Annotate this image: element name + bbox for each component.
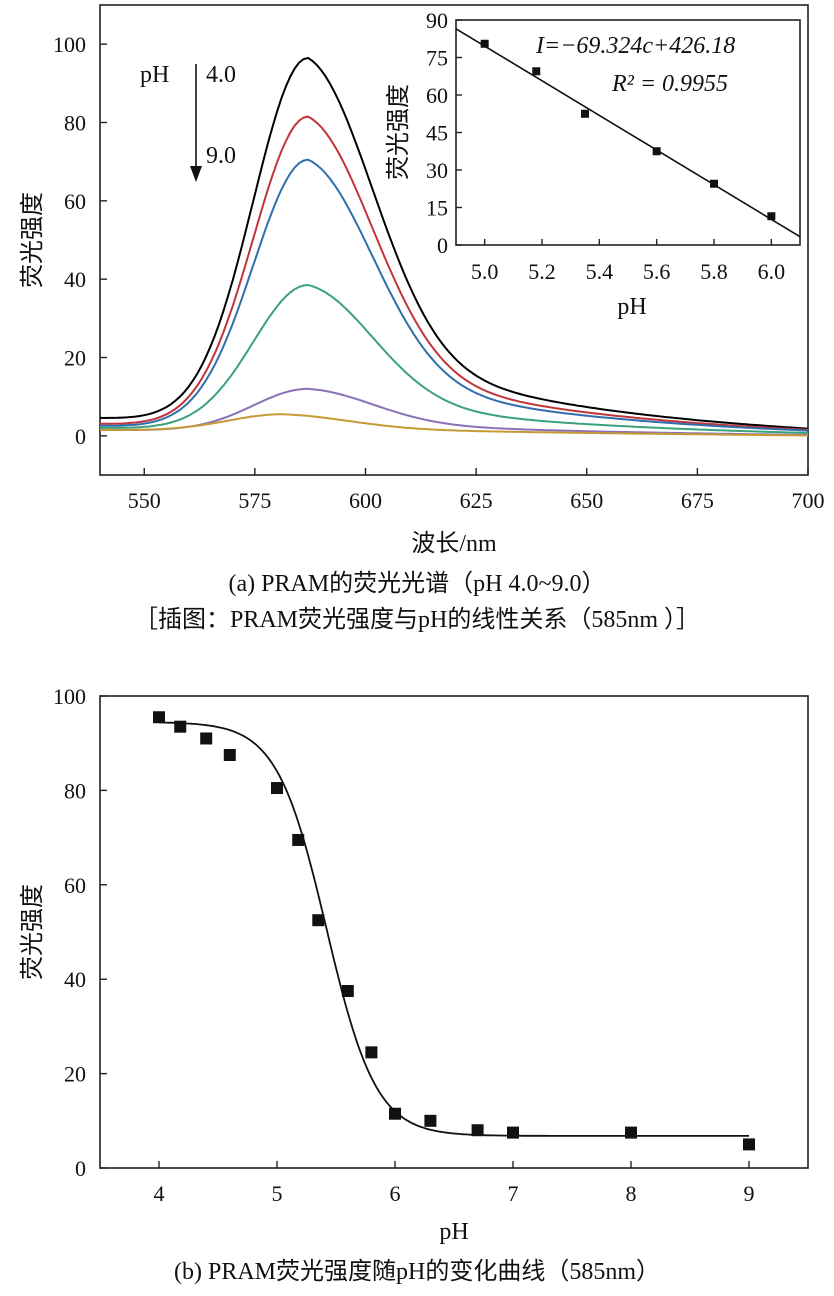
inset-ytick-label: 90 (426, 8, 448, 33)
inset-data-point (710, 179, 718, 188)
spectrum-line-1 (99, 56, 809, 430)
inset-data-point (767, 212, 776, 221)
panel-b-caption: (b) PRAM荧光强度随pH的变化曲线（585nm） (174, 1258, 660, 1285)
panel-b-data-point (389, 1107, 401, 1120)
sigmoid-fit-line (158, 721, 749, 1137)
panel-a-ytick-label: 60 (64, 189, 86, 214)
inset-data-point (480, 39, 489, 48)
inset-ytick-label: 30 (426, 158, 448, 183)
panel-b-data-point (507, 1126, 519, 1139)
inset-ytick-label: 75 (426, 46, 448, 71)
spectrum-line-4 (100, 283, 809, 434)
panel-b-frame (99, 695, 809, 1169)
panel-b-data-point (312, 914, 325, 927)
ph-annotation-label: pH (140, 62, 169, 88)
inset-data-point (652, 147, 661, 156)
panel-b-xtick-label: 9 (744, 1181, 755, 1206)
ph-arrow-head (190, 166, 202, 182)
inset-xtick-label: 5.4 (586, 259, 614, 284)
inset-r2: R² = 0.9955 (611, 71, 728, 97)
panel-a-xtick-label: 550 (128, 488, 161, 513)
panel-b-xlabel: pH (439, 1219, 468, 1245)
panel-a-xtick-label: 600 (349, 488, 382, 513)
inset-ytick-label: 0 (437, 233, 448, 258)
panel-b-data-point (424, 1114, 437, 1127)
panel-b-xtick-label: 6 (390, 1181, 401, 1206)
panel-a-frame (99, 4, 809, 476)
inset-xtick-label: 5.0 (471, 259, 499, 284)
panel-b-data-point (174, 720, 187, 733)
panel-a-xlabel: 波长/nm (411, 530, 497, 557)
inset-marks (455, 28, 801, 238)
panel-b-data-point (743, 1138, 755, 1151)
panel-b-data-point (471, 1124, 484, 1137)
inset-ytick-label: 15 (426, 196, 448, 221)
panel-a-caption-line2: ［插图：PRAM荧光强度与pH的线性关系（585nm ）］ (134, 606, 700, 633)
inset-ticks: 5.0 5.2 5.4 5.6 5.8 6.0 0 15 30 45 60 75 90 (426, 8, 785, 284)
inset-ylabel: 荧光强度 (385, 84, 412, 180)
spectrum-line-6 (100, 413, 809, 437)
ph-arrow-annotation: pH 4.0 9.0 (140, 62, 236, 182)
inset-xtick-label: 5.8 (700, 259, 728, 284)
panel-a-ytick-label: 0 (75, 424, 86, 449)
panel-b: 4 5 6 7 8 9 0 20 40 60 80 100 荧光强度 pH (b) PRAM荧光强度随… (19, 684, 809, 1285)
panel-a-xtick-label: 625 (460, 488, 493, 513)
panel-b-ylabel: 荧光强度 (19, 884, 46, 980)
panel-a-ytick-label: 40 (64, 267, 86, 292)
panel-b-data-point (223, 749, 236, 761)
inset-xtick-label: 5.6 (643, 259, 671, 284)
inset-ytick-label: 45 (426, 121, 448, 146)
panel-a-xtick-label: 650 (570, 488, 603, 513)
panel-b-ticks: 4 5 6 7 8 9 0 20 40 60 80 100 (53, 684, 755, 1206)
inset-xtick-label: 6.0 (758, 259, 786, 284)
panel-b-ytick-label: 100 (53, 684, 86, 709)
panel-b-ytick-label: 20 (64, 1062, 86, 1087)
panel-a-caption-line1: (a) PRAM的荧光光谱（pH 4.0~9.0） (229, 570, 606, 597)
inset-data-point (532, 67, 541, 76)
spectrum-line-5 (99, 387, 808, 436)
panel-b-data-point (200, 732, 213, 745)
inset-xlabel: pH (617, 294, 646, 320)
ph-annotation-start: 4.0 (206, 62, 236, 88)
panel-a-xtick-label: 675 (681, 488, 714, 513)
panel-b-xtick-label: 8 (626, 1181, 637, 1206)
panel-b-ytick-label: 80 (64, 778, 86, 803)
panel-b-data-point (625, 1126, 637, 1139)
inset-equation: I=−69.324c+426.18 (535, 33, 735, 59)
inset-xtick-label: 5.2 (528, 259, 556, 284)
panel-b-xtick-label: 5 (272, 1181, 283, 1206)
panel-a-ylabel: 荧光强度 (19, 192, 46, 288)
ph-annotation-end: 9.0 (206, 143, 236, 169)
panel-b-data-point (292, 833, 305, 846)
panel-b-data-point (341, 985, 354, 997)
panel-b-data-point (153, 711, 165, 724)
panel-a-xtick-label: 575 (238, 488, 271, 513)
panel-b-xtick-label: 4 (154, 1181, 165, 1206)
panel-a-curves (99, 56, 809, 437)
inset-ytick-label: 60 (426, 83, 448, 108)
panel-b-ytick-label: 60 (64, 873, 86, 898)
panel-a-ytick-label: 20 (64, 346, 86, 371)
inset-fit-line (455, 28, 801, 238)
panel-a-ytick-label: 100 (53, 32, 86, 57)
panel-b-data-point (271, 782, 283, 795)
spectrum-line-2 (99, 115, 809, 431)
inset-data-point (581, 109, 589, 118)
panel-b-ytick-label: 0 (75, 1156, 86, 1181)
panel-b-data-point (365, 1046, 378, 1059)
panel-b-marks (153, 711, 755, 1151)
panel-a-ytick-label: 80 (64, 111, 86, 136)
panel-b-ytick-label: 40 (64, 967, 86, 992)
panel-a-xtick-label: 700 (792, 488, 825, 513)
spectrum-line-3 (100, 158, 809, 432)
panel-b-xtick-label: 7 (508, 1181, 519, 1206)
